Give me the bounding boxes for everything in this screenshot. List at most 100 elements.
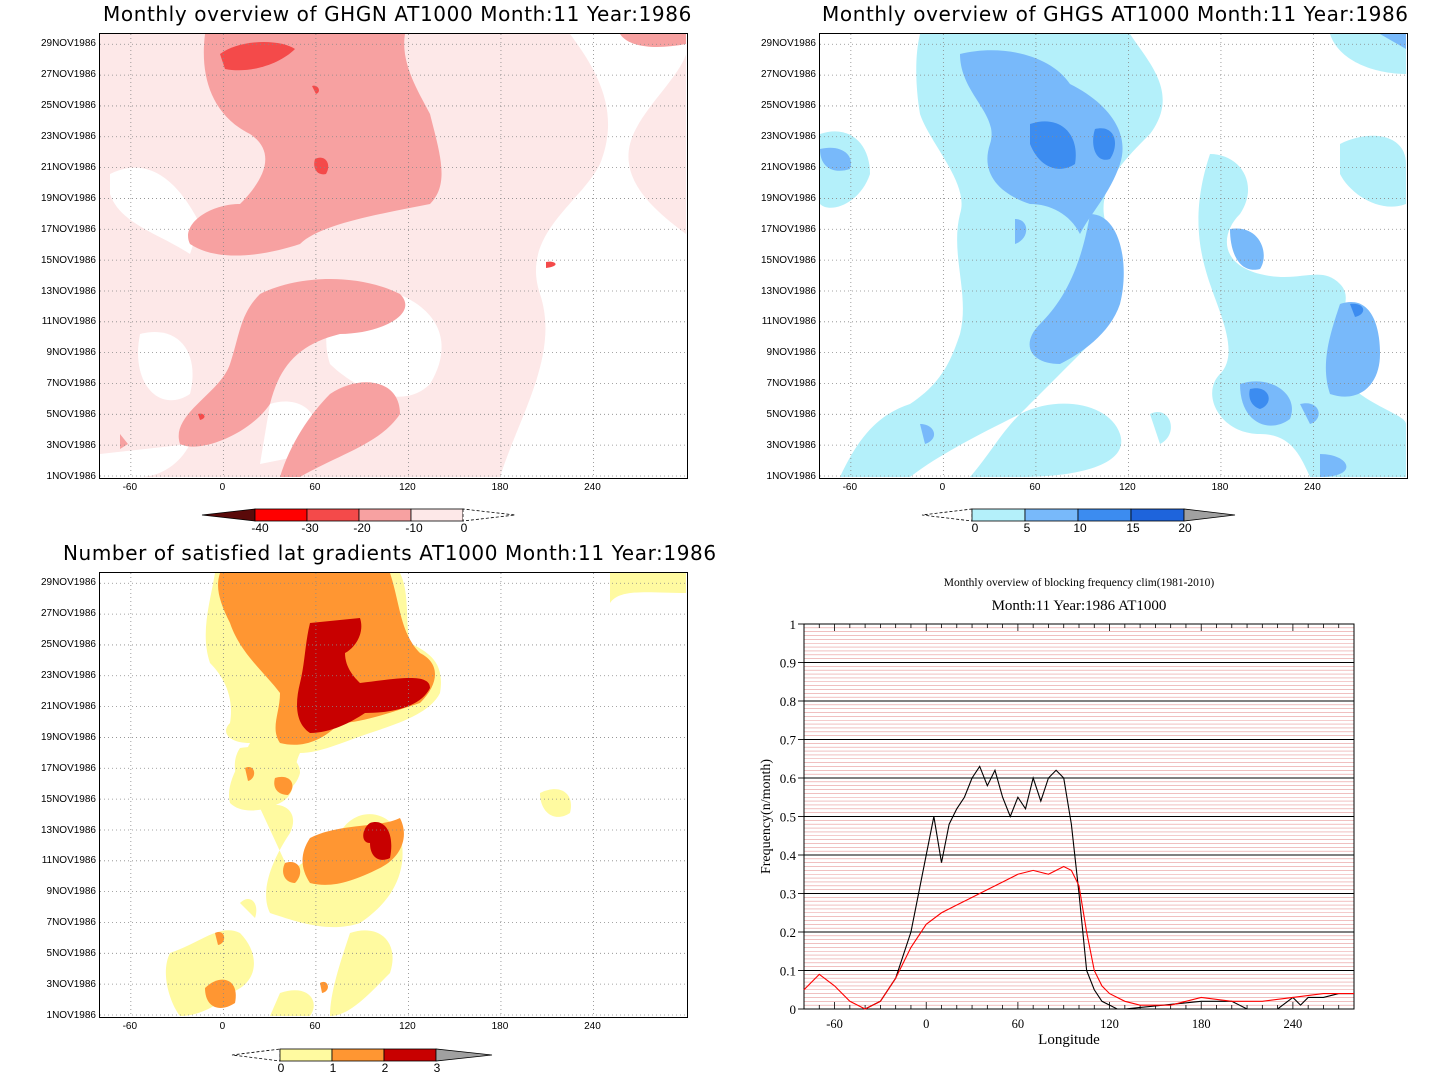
y-tick-label: 0.6	[780, 771, 797, 786]
latgrad-contour	[100, 573, 686, 1016]
colorbar-tick: 1	[329, 1061, 337, 1075]
y-tick-label: 23NOV1986	[760, 131, 816, 142]
panel-title: Monthly overview of GHGN AT1000 Month:11…	[103, 2, 692, 26]
grid-lines	[820, 34, 1406, 477]
x-tick-label: 240	[1284, 1017, 1303, 1031]
heatmap-plot	[99, 33, 688, 479]
colorbar: -40 -30 -20 -10 0	[200, 507, 520, 535]
y-tick-label: 13NOV1986	[40, 285, 96, 297]
colorbar-tick: 2	[381, 1061, 389, 1075]
ghgn-contour	[100, 34, 687, 477]
y-tick-label: 15NOV1986	[760, 254, 816, 266]
y-tick-label: 29NOV1986	[760, 38, 816, 50]
y-tick-label: 3NOV1986	[766, 440, 816, 452]
colorbar-tick: -20	[353, 521, 371, 535]
colorbar-tick: -10	[405, 521, 423, 535]
x-tick-label: 120	[399, 482, 416, 493]
x-tick-label: 0	[923, 1017, 929, 1031]
y-tick-label: 0.8	[780, 694, 796, 709]
colorbar-tick: 10	[1073, 521, 1087, 535]
y-tick-label: 0.7	[780, 733, 797, 748]
grid-lines	[100, 573, 686, 1016]
x-tick-label: 0	[219, 1021, 226, 1032]
latgrad-panel: Number of satisfied lat gradients AT1000…	[0, 540, 720, 1091]
blocking-frequency-panel: Monthly overview of blocking frequency c…	[720, 540, 1440, 1091]
y-tick-label: 27NOV1986	[760, 69, 816, 81]
y-tick-label: 21NOV1986	[40, 161, 96, 173]
x-tick-label: 60	[309, 482, 321, 493]
y-tick-label: 17NOV1986	[760, 223, 816, 235]
y-tick-label: 25NOV1986	[40, 639, 96, 651]
y-tick-label: 0.4	[780, 848, 797, 863]
y-tick-label: 0.3	[780, 887, 796, 902]
x-tick-label: -60	[122, 1021, 138, 1032]
grid-lines	[100, 34, 686, 477]
y-tick-label: 21NOV1986	[760, 161, 816, 173]
x-tick-label: 0	[219, 482, 226, 493]
y-axis-title: Frequency(n/month)	[759, 759, 774, 874]
y-tick-label: 5NOV1986	[46, 948, 96, 960]
y-tick-label: 0.5	[780, 810, 796, 825]
colorbar-tick: -30	[301, 521, 319, 535]
colorbar-tick: 15	[1126, 521, 1140, 535]
x-tick-label: 60	[309, 1021, 321, 1032]
x-tick-label: 180	[491, 1021, 509, 1032]
ghgs-contour	[820, 34, 1406, 477]
y-tick-label: 25NOV1986	[760, 100, 816, 112]
colorbar-tick: 0	[460, 521, 468, 535]
y-tick-label: 3NOV1986	[46, 440, 96, 452]
x-tick-label: -60	[122, 482, 138, 493]
panel-title: Monthly overview of GHGS AT1000 Month:11…	[822, 2, 1409, 26]
colorbar-tick: 0	[277, 1061, 285, 1075]
y-tick-label: 0.9	[780, 656, 796, 671]
x-tick-label: 120	[399, 1021, 416, 1032]
chart-title: Monthly overview of blocking frequency c…	[943, 577, 1215, 589]
x-tick-label: 180	[1211, 482, 1229, 493]
colorbar-tick: 0	[971, 521, 979, 535]
y-tick-label: 23NOV1986	[40, 670, 96, 681]
y-tick-label: 27NOV1986	[40, 69, 96, 81]
colorbar-tick: 3	[433, 1061, 441, 1075]
y-tick-label: 15NOV1986	[40, 793, 96, 805]
y-tick-label: 9NOV1986	[46, 347, 96, 359]
y-tick-label: 1	[790, 617, 797, 632]
x-tick-label: 120	[1100, 1017, 1119, 1031]
y-tick-label: 11NOV1986	[41, 855, 96, 867]
colorbar-tick: 5	[1023, 521, 1031, 535]
x-tick-label: 60	[1029, 482, 1041, 493]
y-tick-label: 7NOV1986	[766, 378, 816, 390]
chart-subtitle: Month:11 Year:1986 AT1000	[991, 598, 1167, 614]
line-chart: 0 0.1 0.2 0.3 0.4 0.5 0.6 0.7 0.8 0.9 1 -60 0 60 120 18…	[759, 617, 1355, 1048]
colorbar-tick: 20	[1178, 521, 1192, 535]
series-line-red	[803, 865, 1354, 1010]
y-tick-label: 17NOV1986	[40, 762, 96, 774]
y-tick-label: 15NOV1986	[40, 254, 96, 266]
colorbar: 0 5 10 15 20	[920, 507, 1240, 535]
y-tick-label: 7NOV1986	[46, 378, 96, 390]
y-tick-label: 1NOV1986	[46, 471, 96, 482]
y-tick-label: 9NOV1986	[766, 347, 816, 359]
y-tick-label: 17NOV1986	[40, 223, 96, 235]
ghgs-panel: Monthly overview of GHGS AT1000 Month:11…	[720, 0, 1440, 545]
y-tick-label: 25NOV1986	[40, 100, 96, 112]
y-tick-label: 3NOV1986	[46, 979, 96, 991]
y-tick-label: 1NOV1986	[46, 1010, 96, 1021]
heatmap-plot	[99, 572, 688, 1018]
y-tick-label: 5NOV1986	[766, 409, 816, 421]
series-line-black	[804, 765, 1354, 1010]
x-tick-label: 240	[584, 1021, 601, 1032]
y-tick-label: 0.1	[780, 964, 796, 979]
y-tick-label: 0.2	[780, 925, 796, 940]
y-tick-label: 13NOV1986	[40, 824, 96, 836]
ghgn-panel: Monthly overview of GHGN AT1000 Month:11…	[0, 0, 720, 545]
y-tick-label: 29NOV1986	[40, 38, 96, 50]
y-tick-label: 19NOV1986	[40, 192, 96, 204]
x-tick-label: -60	[842, 482, 858, 493]
y-tick-label: 23NOV1986	[40, 131, 96, 142]
y-tick-label: 11NOV1986	[761, 316, 816, 328]
x-tick-label: 240	[1304, 482, 1321, 493]
y-tick-label: 1NOV1986	[766, 471, 816, 482]
colorbar-tick: -40	[251, 521, 269, 535]
x-tick-label: 60	[1012, 1017, 1025, 1031]
heatmap-plot	[819, 33, 1408, 479]
